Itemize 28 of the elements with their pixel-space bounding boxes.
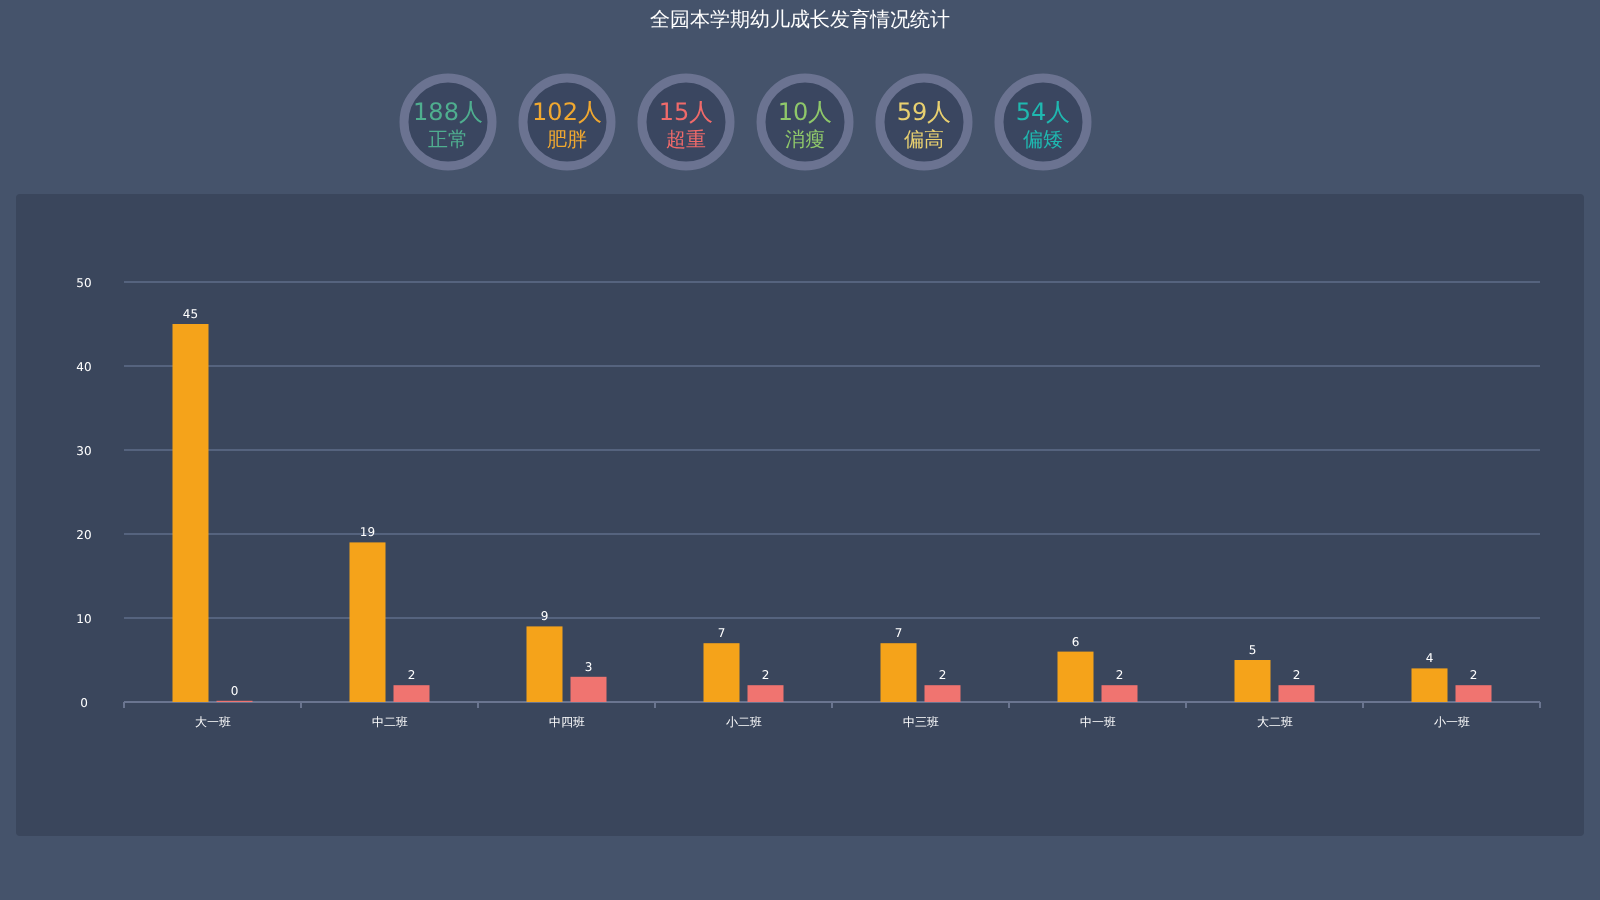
bar [1455, 685, 1492, 702]
bar [924, 685, 961, 702]
text: 188人 [413, 98, 483, 126]
text: 肥胖 [547, 128, 587, 152]
text: 超重 [666, 128, 706, 152]
bar [703, 643, 740, 702]
bar [880, 643, 917, 702]
bar [526, 626, 563, 702]
bar [349, 542, 386, 702]
bar [1278, 685, 1315, 702]
text: 全园本学期幼儿成长发育情况统计 [650, 8, 950, 32]
text: 消瘦 [785, 128, 825, 152]
text: 59人 [896, 98, 952, 126]
bar [393, 685, 430, 702]
text: 偏高 [904, 128, 944, 152]
text: 54人 [1015, 98, 1071, 126]
bar [747, 685, 784, 702]
bar [1057, 651, 1094, 702]
bar [1101, 685, 1138, 702]
text: 10人 [777, 98, 833, 126]
text: 偏矮 [1023, 128, 1063, 152]
text: 102人 [532, 98, 602, 126]
bar [172, 324, 209, 702]
text: 15人 [658, 98, 714, 126]
bar [570, 676, 607, 702]
bar [1411, 668, 1448, 702]
bar [1234, 660, 1271, 702]
text: 正常 [428, 128, 468, 152]
